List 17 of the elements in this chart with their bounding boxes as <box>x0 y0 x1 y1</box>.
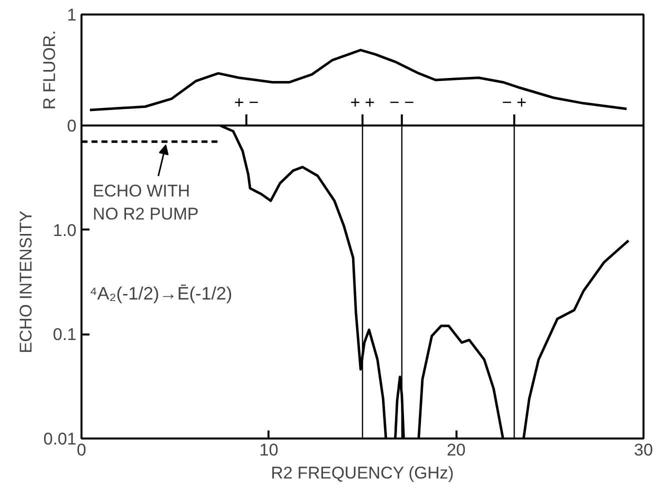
annotation: ⁴A₂(-1/2)→Ē(-1/2) <box>90 284 232 304</box>
y-tick-label: 1 <box>67 6 77 24</box>
y-tick-label: 0.1 <box>52 325 77 344</box>
x-tick-label: 20 <box>446 440 466 460</box>
x-tick-label: 10 <box>259 440 278 460</box>
y-axis-title: R FLUOR. <box>40 30 60 110</box>
y-tick-label: 1.0 <box>52 220 77 240</box>
y-tick-label: 0.01 <box>43 430 77 448</box>
ref-line-label: + + <box>350 93 375 112</box>
ref-line-label: − + <box>502 93 527 112</box>
annotation: ECHO WITH NO R2 PUMP <box>92 182 199 224</box>
ref-line-label: − − <box>390 93 414 112</box>
y-axis-title: ECHO INTENSITY <box>16 210 36 354</box>
y-tick-label: 0 <box>67 116 77 136</box>
ref-line-label: + − <box>234 93 259 112</box>
x-tick-label: 30 <box>634 440 653 460</box>
x-axis-title: R2 FREQUENCY (GHz) <box>270 464 454 482</box>
